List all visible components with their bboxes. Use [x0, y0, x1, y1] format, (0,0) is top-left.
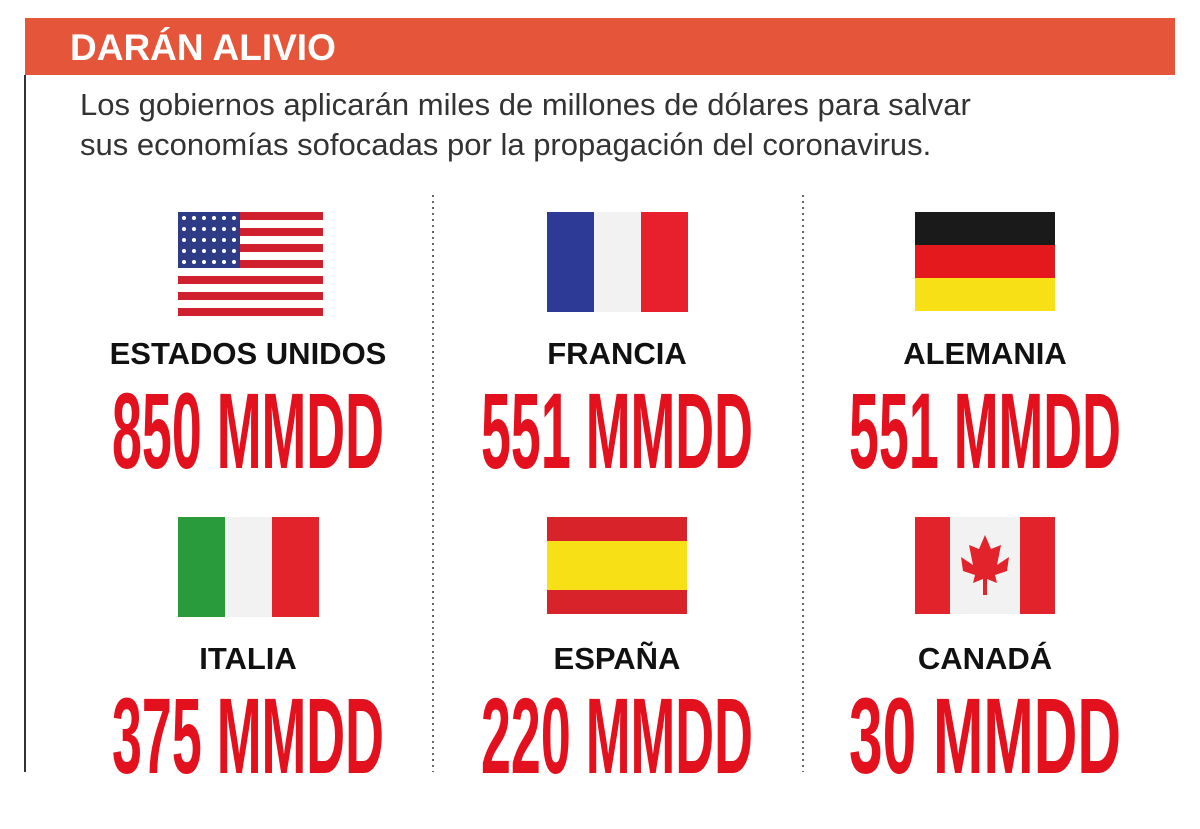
flag-canton [178, 212, 240, 268]
flag-star [232, 216, 236, 220]
flag-stripe [178, 244, 323, 252]
flag-star [232, 238, 236, 242]
flag [915, 517, 1055, 614]
flag-star [182, 249, 186, 253]
amount: 220 MMDD [481, 675, 753, 796]
flag-star [182, 238, 186, 242]
flag-stripe [178, 292, 323, 300]
flag-stripe [178, 276, 323, 284]
flag-star [232, 249, 236, 253]
flag-band [915, 278, 1055, 311]
flag-star [202, 227, 206, 231]
flag-star [192, 260, 196, 264]
flag-star [222, 216, 226, 220]
subtitle: sus economías sofocadas por la propagaci… [80, 127, 931, 162]
flag-star [212, 260, 216, 264]
country-name: ESTADOS UNIDOS [110, 336, 387, 371]
country-name: FRANCIA [547, 336, 687, 371]
flag-band [272, 517, 319, 617]
flag-band [641, 212, 688, 312]
amount: 30 MMDD [849, 675, 1121, 796]
flag-band [915, 245, 1055, 278]
flag-band [1020, 517, 1055, 614]
amount: 375 MMDD [112, 675, 384, 796]
flag-band [547, 541, 687, 590]
flag-star [212, 249, 216, 253]
title: DARÁN ALIVIO [70, 27, 336, 68]
flag-star [212, 227, 216, 231]
flag-star [212, 216, 216, 220]
flag-band [594, 212, 641, 312]
flag-stripe [178, 308, 323, 316]
flag-star [192, 249, 196, 253]
flag [915, 212, 1055, 311]
maple-leaf [961, 535, 1009, 595]
flag-star [202, 238, 206, 242]
flag [178, 212, 323, 316]
flag-band [225, 517, 272, 617]
flag-star [192, 216, 196, 220]
flag-star [182, 260, 186, 264]
header-bar [25, 18, 1175, 75]
country-name: ESPAÑA [554, 641, 681, 676]
flag-stripe [178, 300, 323, 308]
flag-stripe [178, 252, 323, 260]
country-name: ITALIA [199, 641, 297, 676]
flag-stripe [178, 268, 323, 276]
flag-band [547, 212, 594, 312]
flag-star [202, 216, 206, 220]
amount: 551 MMDD [481, 370, 753, 491]
flag-band [915, 517, 950, 614]
flag-star [222, 238, 226, 242]
flag-stripe [178, 260, 323, 268]
flag-star [182, 216, 186, 220]
flag-stripe [178, 284, 323, 292]
flag-star [202, 249, 206, 253]
flag-stripe [178, 212, 323, 220]
flag [178, 517, 319, 617]
flag-stripe [178, 228, 323, 236]
flag-star [212, 238, 216, 242]
flag-band [915, 212, 1055, 245]
flag-star [202, 260, 206, 264]
country-name: ALEMANIA [903, 336, 1067, 371]
flag-star [232, 227, 236, 231]
amount: 850 MMDD [112, 370, 384, 491]
flag-star [222, 227, 226, 231]
flag-stripe [178, 220, 323, 228]
flag-star [232, 260, 236, 264]
flag-star [192, 238, 196, 242]
country-name: CANADÁ [918, 641, 1052, 676]
amount: 551 MMDD [849, 370, 1121, 491]
flag-stripe [178, 236, 323, 244]
flag-star [222, 249, 226, 253]
flag [547, 212, 688, 312]
flag-band [178, 517, 225, 617]
flag [547, 517, 687, 614]
subtitle: Los gobiernos aplicarán miles de millone… [80, 87, 971, 122]
flag-star [222, 260, 226, 264]
flag-star [192, 227, 196, 231]
flag-star [182, 227, 186, 231]
